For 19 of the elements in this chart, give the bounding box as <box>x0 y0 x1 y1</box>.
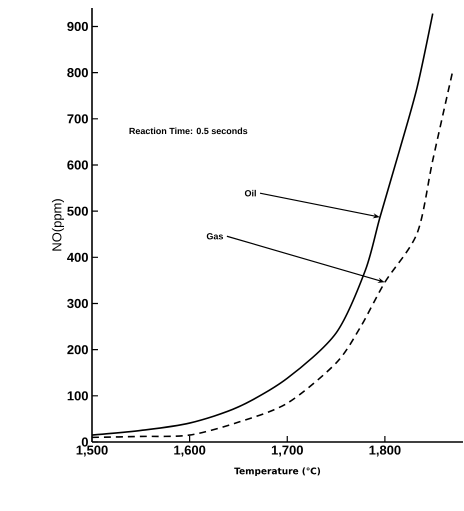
y-tick-label: 500 <box>67 206 88 216</box>
y-tick-label: 100 <box>68 391 88 400</box>
y-tick-label: 700 <box>68 114 88 124</box>
y-tick-label: 300 <box>67 298 88 308</box>
y-tick-label: 600 <box>67 160 88 170</box>
x-tick-label: 1,800 <box>370 446 401 457</box>
annotation: Gas <box>206 233 224 240</box>
x-tick-label: 1,600 <box>174 446 206 457</box>
y-tick-label: 800 <box>67 68 88 78</box>
y-tick-label: 900 <box>67 22 88 32</box>
y-tick-label: 400 <box>67 252 88 262</box>
annotation: Oil <box>245 190 256 196</box>
x-axis-title: Temperature (℃) <box>234 467 320 476</box>
y-tick-label: 200 <box>67 345 88 354</box>
y-tick-label: 0 <box>82 437 88 447</box>
y-axis-title: NO(ppm) <box>52 199 64 251</box>
x-tick-label: 1,500 <box>76 446 108 457</box>
x-tick-label: 1,700 <box>272 446 304 457</box>
annotation: Reaction Time: 0.5 seconds <box>130 128 248 134</box>
